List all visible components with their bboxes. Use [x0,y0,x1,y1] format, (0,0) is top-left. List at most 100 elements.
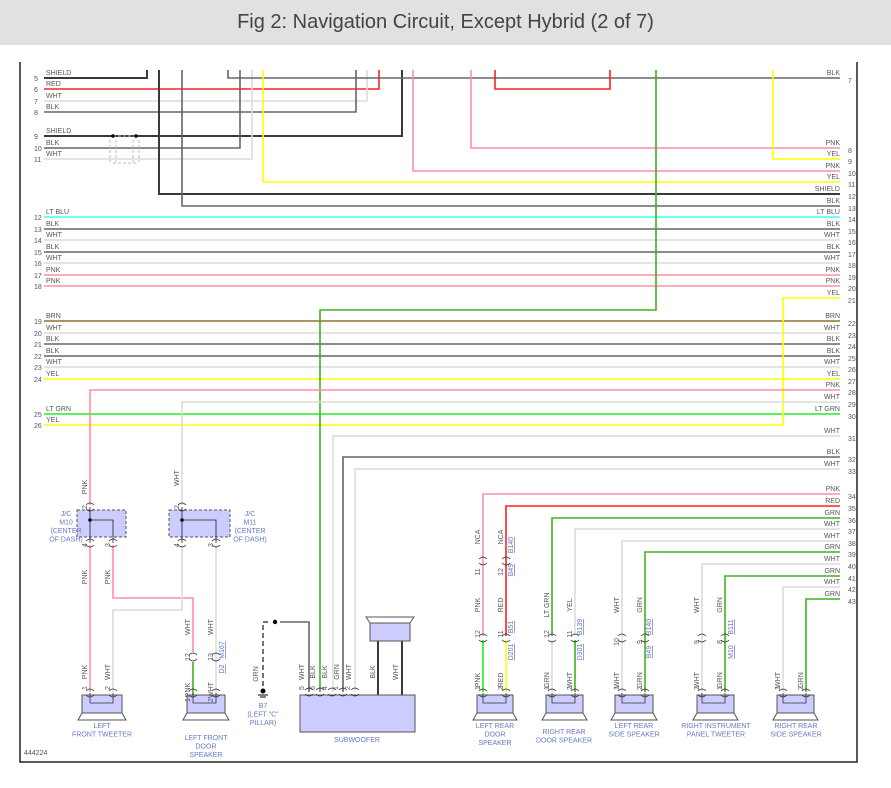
speaker-left-front-door-cone [182,712,230,721]
pin-number: 11 [475,568,482,575]
component-label: SUBWOOFER [334,737,380,744]
left-pin-number: 12 [34,215,42,222]
junction-label-m10: M10 [59,520,73,527]
right-wire-label: WHT [824,359,841,366]
left-pin-number: 18 [34,284,42,291]
left-pin-number: 20 [34,331,42,338]
ground-label: (LEFT "C" [247,712,279,719]
component-label: LEFT FRONT [184,735,228,742]
right-pin-number: 28 [848,390,856,397]
connector-terminal [315,687,325,697]
connector-id: B140 [508,537,515,553]
right-wire-label: WHT [824,255,841,262]
right-pin-number: 30 [848,414,856,421]
right-pin-number: 33 [848,469,856,476]
right-wire-label: GRN [824,568,840,575]
component-label: LEFT [93,723,111,730]
pin-number: 12 [498,568,505,576]
right-pin-number: 39 [848,552,856,559]
subwoofer-box [299,694,416,733]
wire-wht [782,586,840,692]
wire-wht [181,401,840,505]
left-wire-label: WHT [46,359,63,366]
right-wire-label: LT GRN [815,406,840,413]
junction-block-m11 [168,509,231,538]
right-wire-label: RED [825,498,840,505]
wire-pnk [482,493,840,636]
component-label: SPEAKER [189,752,222,759]
pin-number: 11 [567,630,574,637]
pin-number: 1 [475,686,482,690]
ground-icon [258,694,268,698]
right-pin-number: 9 [848,159,852,166]
vertical-wire-label: BLK [322,665,329,679]
left-pin-number: 6 [34,87,38,94]
right-wire-label: PNK [826,382,841,389]
left-wire-label: WHT [46,93,63,100]
wire-shield [158,70,840,195]
speaker-left-rear-side [614,694,654,714]
left-wire-label: BLK [46,140,60,147]
right-pin-number: 41 [848,576,856,583]
speaker-right-rear-side-cone [772,712,819,721]
left-pin-number: 9 [34,134,38,141]
connector-terminal [640,633,650,643]
connector-terminal [697,633,707,643]
connector-id: B49 [508,564,515,577]
left-wire-label: YEL [46,371,59,378]
right-pin-number: 23 [848,333,856,340]
left-pin-number: 11 [34,157,41,164]
right-wire-label: SHIELD [815,186,840,193]
left-pin-number: 22 [34,354,42,361]
left-pin-number: 7 [34,99,38,106]
pin-number: 2 [105,686,112,690]
connector-terminal [177,538,187,548]
left-wire-label: BLK [46,104,60,111]
right-wire-label: BLK [827,244,841,251]
connector-terminal [304,687,314,697]
right-pin-number: 27 [848,379,856,386]
right-pin-number: 21 [848,298,856,305]
connector-terminal [350,687,360,697]
right-pin-number: 7 [848,78,852,85]
connector-terminal [85,688,95,698]
pin-number: 2 [567,686,574,690]
vertical-wire-label: GRN [717,672,724,688]
right-wire-label: LT BLU [817,209,840,216]
connector-terminal [108,688,118,698]
speaker-right-rear-side [776,694,815,714]
junction-block-m10 [76,509,127,538]
wire-shield [44,70,403,137]
pin-number: 8 [717,640,724,644]
connector-terminal [85,538,95,548]
pin-number: 2 [798,686,805,690]
pin-number: 1 [185,698,192,702]
vertical-wire-label: GRN [253,666,260,682]
right-wire-label: YEL [827,290,840,297]
left-wire-label: WHT [46,255,63,262]
speaker-left-front-tweeter [81,694,123,714]
right-pin-number: 15 [848,229,856,236]
wire-grn [805,598,840,692]
right-pin-number: 24 [848,344,856,351]
pin-number: 2 [694,686,701,690]
vertical-wire-label: GRN [334,664,341,680]
component-label: LEFT REAR [615,723,653,730]
left-wire-label: BLK [46,336,60,343]
wire-wht [112,545,183,692]
junction-label-m11: (CENTER [234,528,265,535]
pin-number: 1 [333,686,340,690]
pin-number: 2 [637,686,644,690]
vertical-wire-label: BLK [370,665,377,679]
right-pin-number: 26 [848,367,856,374]
speaker-right-rear-door-cone [541,712,588,721]
speaker-left-front-tweeter-coil [89,693,114,704]
junction-block-m10-internal [89,507,114,543]
vertical-wire-label: WHT [174,469,181,486]
diagram-frame [19,62,858,763]
junction-label-m10: (CENTER [50,528,81,535]
wire-yel [44,297,840,426]
connector-terminal [801,688,811,698]
figure-number: 444224 [24,750,47,757]
connector-id: B139 [577,619,584,635]
